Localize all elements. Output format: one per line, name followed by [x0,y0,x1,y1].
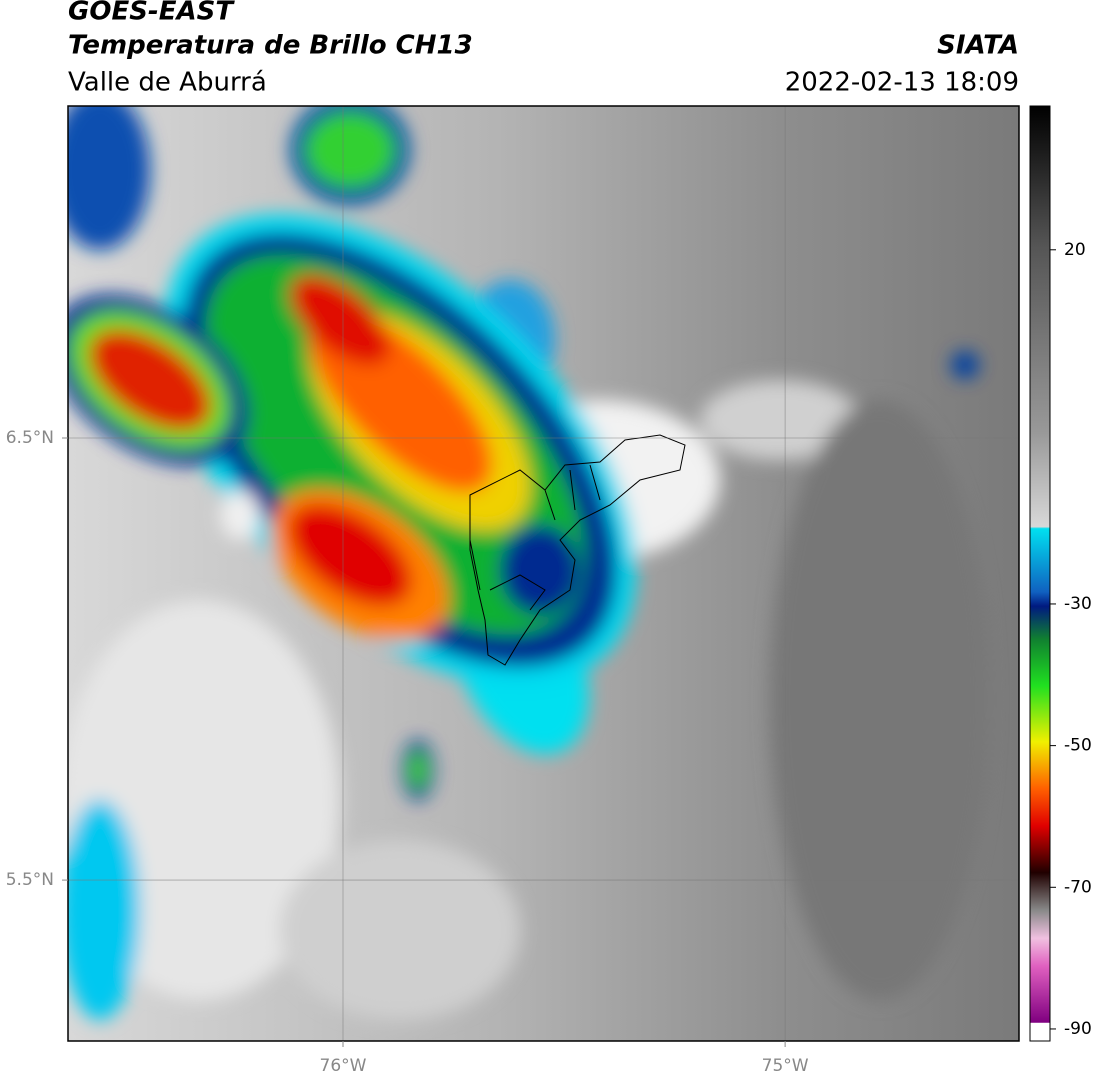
region: Valle de Aburrá [68,68,267,98]
title: GOES-EAST [68,0,235,27]
grid [68,106,1019,1041]
subtitle: Temperatura de Brillo CH13 [68,31,473,61]
source: SIATA [937,31,1019,61]
colorbar-tick-label: -90 [1064,1019,1092,1039]
datetime: 2022-02-13 18:09 [785,68,1019,98]
colorbar-tick-label: -30 [1064,594,1092,614]
colorbar-tick-label: -70 [1064,877,1092,897]
colorbar [1029,105,1051,1042]
y-tick-label: 5.5°N [6,870,54,890]
x-tick-label: 76°W [320,1056,367,1076]
map-image [68,106,1019,1041]
x-tick-label: 75°W [762,1056,809,1076]
colorbar-tick-label: 20 [1064,240,1086,260]
colorbar-tick-label: -50 [1064,736,1092,756]
y-tick-label: 6.5°N [6,428,54,448]
map-frame [67,105,1020,1042]
